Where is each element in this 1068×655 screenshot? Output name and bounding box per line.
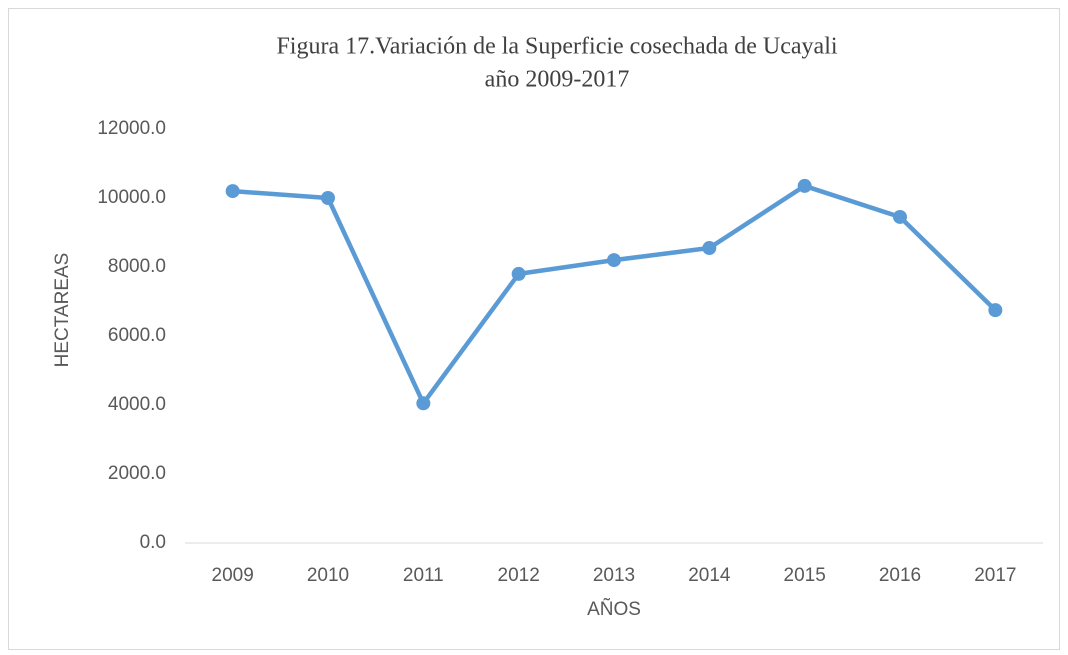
- marker: [511, 266, 526, 281]
- chart-title: Figura 17.Variación de la Superficie cos…: [276, 34, 837, 60]
- marker: [225, 184, 240, 199]
- y-tick-label: 12000.0: [97, 118, 166, 139]
- x-tick-label: 2015: [784, 565, 826, 586]
- x-tick-label: 2012: [498, 565, 540, 586]
- marker: [797, 178, 812, 193]
- x-tick-label: 2011: [403, 565, 444, 586]
- y-tick-label: 2000.0: [108, 463, 166, 484]
- y-tick-label: 6000.0: [108, 325, 166, 346]
- chart-subtitle: año 2009-2017: [485, 67, 630, 93]
- y-tick-label: 4000.0: [108, 394, 166, 415]
- marker: [988, 303, 1003, 318]
- marker: [416, 396, 431, 411]
- y-tick-label: 10000.0: [97, 187, 166, 208]
- y-tick-label: 8000.0: [108, 256, 166, 277]
- chart-border: [8, 8, 1060, 650]
- marker: [893, 209, 907, 224]
- x-tick-label: 2016: [879, 565, 921, 586]
- x-tick-label: 2017: [974, 565, 1016, 586]
- y-tick-label: 0.0: [140, 532, 166, 553]
- x-axis-label: AÑOS: [587, 598, 641, 620]
- x-tick-label: 2010: [307, 565, 349, 586]
- marker: [607, 253, 621, 268]
- marker: [321, 191, 335, 205]
- x-tick-label: 2009: [212, 565, 254, 586]
- marker: [702, 241, 717, 256]
- x-tick-label: 2013: [593, 565, 635, 586]
- x-tick-label: 2014: [688, 565, 731, 586]
- y-axis-label: HECTAREAS: [52, 253, 73, 368]
